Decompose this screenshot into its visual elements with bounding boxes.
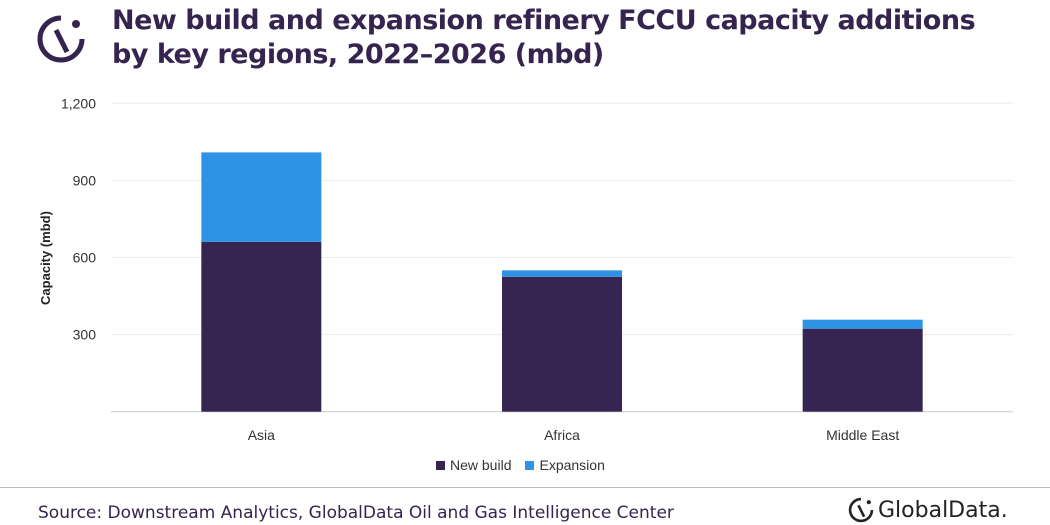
y-tick-label: 900 [73, 172, 97, 188]
legend-swatch-expansion [525, 460, 535, 470]
legend: New build Expansion [436, 457, 605, 473]
title-line-2: by key regions, 2022–2026 (mbd) [112, 39, 604, 70]
y-tick-label: 300 [73, 327, 97, 343]
y-tick-label: 1,200 [61, 95, 96, 111]
y-tick-label: 600 [73, 250, 97, 266]
brand-text: GlobalData. [878, 497, 1008, 523]
footer-divider [0, 487, 1050, 488]
bar-expansion-middle-east [802, 319, 923, 329]
globaldata-brand-icon [848, 497, 874, 523]
legend-swatch-new-build [436, 460, 445, 470]
brand-logo: GlobalData. [848, 497, 1008, 523]
y-axis-label: Capacity (mbd) [38, 211, 53, 305]
source-note: Source: Downstream Analytics, GlobalData… [38, 503, 674, 523]
legend-label: New build [450, 457, 512, 473]
bar-chart: 300 600 900 1,200 Asia Africa Middle East Capa… [38, 95, 1013, 443]
chart-title: New build and expansion refinery FCCU ca… [112, 4, 976, 72]
bar-new-build-asia [201, 241, 322, 412]
legend-item-new-build: New build [436, 457, 511, 473]
bar-expansion-africa [502, 270, 622, 277]
x-tick-label: Asia [248, 427, 275, 443]
title-line-1: New build and expansion refinery FCCU ca… [112, 5, 976, 36]
legend-label: Expansion [539, 457, 605, 473]
globaldata-logo-icon [37, 15, 85, 63]
legend-item-expansion: Expansion [525, 457, 605, 473]
bar-new-build-africa [502, 276, 622, 412]
x-tick-label: Middle East [826, 427, 899, 443]
bar-new-build-middle-east [802, 328, 923, 412]
x-tick-label: Africa [544, 427, 580, 443]
bar-expansion-asia [201, 152, 322, 242]
